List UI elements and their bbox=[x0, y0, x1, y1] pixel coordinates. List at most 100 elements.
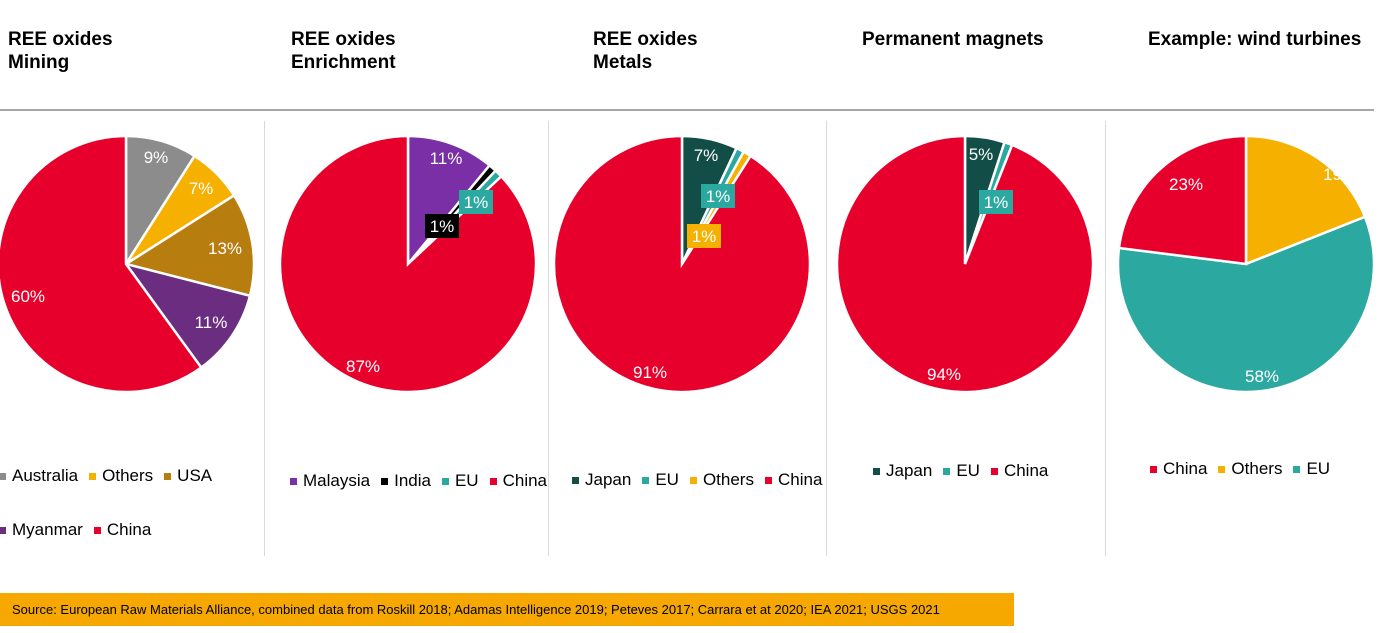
legend-swatch bbox=[489, 477, 497, 485]
legend-swatch bbox=[990, 467, 998, 475]
data-label-box bbox=[979, 190, 1013, 214]
data-label: 7% bbox=[189, 179, 214, 198]
source-text: Source: European Raw Materials Alliance,… bbox=[12, 602, 940, 617]
legend-label: Others bbox=[702, 470, 754, 489]
legend-swatch bbox=[381, 477, 389, 485]
panel-title-mining: REE oxides Mining bbox=[8, 29, 113, 73]
pie-slice-china bbox=[835, 134, 1095, 394]
data-label: 23% bbox=[1169, 175, 1203, 194]
legend-swatch bbox=[873, 467, 880, 475]
pie-slice-china bbox=[278, 134, 538, 394]
legend-label: EU bbox=[454, 471, 479, 490]
legend-swatch bbox=[943, 467, 951, 475]
panel-divider bbox=[826, 121, 827, 556]
source-bar: Source: European Raw Materials Alliance,… bbox=[0, 593, 1014, 626]
legend-label: EU bbox=[655, 470, 679, 489]
pie-slice-others bbox=[1244, 134, 1367, 266]
data-label: 19% bbox=[1323, 165, 1357, 184]
legend-item: USA bbox=[164, 466, 212, 486]
legend: Australia Others USA bbox=[0, 466, 212, 486]
legend-label: Others bbox=[1231, 459, 1283, 478]
data-label: 1% bbox=[706, 187, 731, 206]
panel-title-metals: REE oxides Metals bbox=[593, 29, 698, 73]
legend-swatch bbox=[0, 526, 6, 534]
legend-label: EU bbox=[956, 461, 980, 480]
legend-item: Others bbox=[89, 466, 153, 486]
data-label-box bbox=[459, 190, 493, 214]
legend-label: Others bbox=[102, 466, 154, 485]
data-label: 9% bbox=[144, 148, 169, 167]
legend-swatch bbox=[642, 476, 650, 484]
legend-item: Japan bbox=[572, 470, 631, 490]
legend-item: China bbox=[489, 471, 547, 491]
legend-label: Japan bbox=[886, 461, 933, 480]
panel-title-wind-turbines: Example: wind turbines bbox=[1148, 29, 1362, 50]
panel-divider bbox=[548, 121, 549, 556]
legend-item: EU bbox=[642, 470, 679, 490]
legend-item: Australia bbox=[0, 466, 78, 486]
legend-item: India bbox=[381, 471, 431, 491]
legend: Malaysia India EU China bbox=[290, 471, 547, 491]
legend-item: Others bbox=[1218, 459, 1282, 479]
legend-item: Japan bbox=[873, 461, 932, 481]
legend-swatch bbox=[1218, 465, 1226, 473]
legend-label: Malaysia bbox=[303, 471, 371, 490]
legend-swatch bbox=[572, 476, 579, 484]
pie-slice-china bbox=[0, 134, 203, 394]
legend-swatch bbox=[1150, 465, 1157, 473]
legend-swatch bbox=[1293, 465, 1301, 473]
legend-item: EU bbox=[1293, 459, 1330, 479]
legend-label: China bbox=[1163, 459, 1208, 478]
legend-label: Japan bbox=[585, 470, 632, 489]
legend-label: EU bbox=[1306, 459, 1331, 478]
legend-item: EU bbox=[441, 471, 479, 491]
pie-slice-china bbox=[1117, 134, 1248, 266]
legend-item: EU bbox=[943, 461, 980, 481]
data-label: 1% bbox=[984, 193, 1009, 212]
legend: Japan EU Others China bbox=[572, 470, 822, 490]
legend-item: China bbox=[1150, 459, 1207, 479]
legend: China Others EU bbox=[1150, 459, 1330, 479]
legend-item: China bbox=[990, 461, 1049, 481]
data-label: 7% bbox=[694, 146, 719, 165]
data-label: 60% bbox=[11, 287, 45, 306]
pie-slice-china bbox=[552, 134, 812, 394]
data-label: 5% bbox=[969, 145, 994, 164]
panel-title-magnets: Permanent magnets bbox=[862, 29, 1044, 50]
data-label: 94% bbox=[927, 365, 961, 384]
pie-slice-eu bbox=[1116, 215, 1376, 394]
legend-swatch bbox=[93, 526, 101, 534]
legend: Japan EU China bbox=[873, 461, 1048, 481]
data-label: 13% bbox=[208, 239, 242, 258]
legend-swatch bbox=[290, 477, 297, 485]
legend-item: Malaysia bbox=[290, 471, 370, 491]
legend-label: India bbox=[394, 471, 431, 490]
legend-label: China bbox=[1003, 461, 1049, 480]
legend-label: China bbox=[777, 470, 823, 489]
data-label-box bbox=[701, 184, 735, 208]
legend-item: Others bbox=[689, 470, 754, 490]
data-label: 91% bbox=[633, 363, 667, 382]
legend-label: Myanmar bbox=[12, 520, 83, 539]
data-label-box bbox=[687, 224, 721, 248]
legend-swatch bbox=[441, 477, 449, 485]
data-label: 11% bbox=[195, 313, 228, 332]
pie-slice-usa bbox=[122, 193, 256, 298]
panel-divider bbox=[1105, 121, 1106, 556]
legend-swatch bbox=[164, 472, 172, 480]
legend-swatch bbox=[689, 476, 697, 484]
data-label-box bbox=[425, 214, 459, 238]
legend-item: China bbox=[764, 470, 823, 490]
legend: Myanmar China bbox=[0, 520, 151, 540]
legend-label: Australia bbox=[12, 466, 79, 485]
panel-divider bbox=[264, 121, 265, 556]
data-label: 1% bbox=[692, 227, 717, 246]
pie-slice-myanmar bbox=[122, 261, 252, 370]
legend-swatch bbox=[89, 472, 97, 480]
legend-item: Myanmar bbox=[0, 520, 83, 540]
panel-title-enrichment: REE oxides Enrichment bbox=[291, 29, 396, 73]
data-label: 1% bbox=[464, 193, 489, 212]
data-label: 1% bbox=[430, 217, 455, 236]
data-label: 11% bbox=[430, 149, 463, 168]
data-label: 87% bbox=[346, 357, 380, 376]
